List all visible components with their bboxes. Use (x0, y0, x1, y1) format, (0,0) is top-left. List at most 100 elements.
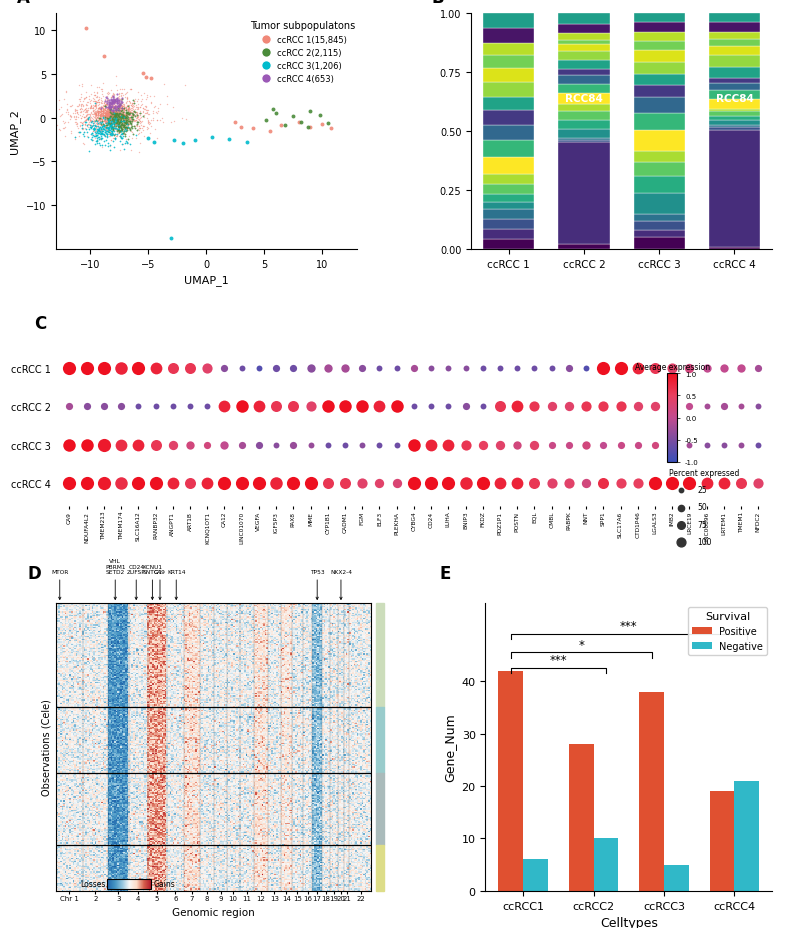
Point (104, 105, 117, 120)
Point (115, 115, 127, 130)
Point (107, 89, 119, 104)
Point (109, 100, 122, 115)
Point (101, 136, 114, 151)
Point (104, 110, 117, 125)
Point (103, 110, 115, 124)
Point (120, 103, 133, 118)
Point (80, 85, 92, 100)
Point (338, 361, 351, 376)
Point (63, 109, 76, 123)
Point (71, 105, 84, 120)
Point (80, 129, 93, 144)
Point (104, 110, 117, 124)
Point (80, 21, 92, 36)
Point (105, 108, 118, 122)
Point (111, 94, 123, 109)
Point (123, 108, 136, 122)
Point (63, 361, 76, 376)
Point (110, 110, 123, 124)
Point (100, 110, 112, 125)
Point (95, 95, 107, 110)
Point (115, 119, 128, 134)
Point (106, 95, 119, 110)
Point (98, 120, 111, 135)
Point (84, 79, 97, 94)
Point (425, 361, 438, 376)
Point (252, 476, 265, 491)
Point (100, 108, 112, 122)
Point (110, 110, 123, 124)
Point (102, 103, 115, 118)
Point (127, 106, 140, 121)
Point (114, 105, 127, 120)
Point (113, 103, 126, 118)
Bar (559, 41, 610, 45)
Text: RCC84: RCC84 (565, 94, 603, 104)
Point (103, 108, 116, 122)
Point (107, 127, 119, 142)
Point (116, 113, 129, 128)
Bar (634, 63, 685, 74)
Point (80, 122, 92, 136)
Point (260, 114, 273, 129)
Point (118, 110, 131, 124)
Point (85, 110, 98, 125)
Point (100, 110, 112, 125)
Point (123, 122, 135, 136)
Point (107, 105, 120, 120)
Point (108, 100, 121, 115)
Point (111, 127, 123, 142)
Point (109, 105, 122, 120)
Point (103, 115, 115, 130)
Point (117, 127, 130, 142)
Point (102, 112, 115, 127)
Point (145, 114, 158, 129)
Point (102, 122, 115, 137)
Point (105, 107, 118, 122)
Point (115, 104, 127, 119)
Point (115, 104, 127, 119)
Point (119, 121, 132, 135)
Point (98, 125, 111, 140)
Point (325, 122, 338, 136)
Point (120, 121, 133, 135)
Point (107, 106, 120, 121)
Point (88, 119, 101, 134)
Point (85, 126, 98, 141)
Point (103, 105, 116, 120)
Point (120, 122, 133, 137)
Point (93, 105, 106, 120)
Point (103, 109, 116, 123)
Point (104, 110, 117, 125)
Point (125, 83, 138, 97)
Point (96, 100, 109, 115)
Point (99, 103, 111, 118)
Point (100, 106, 113, 121)
Y-axis label: UMAP_2: UMAP_2 (10, 110, 20, 154)
Point (103, 110, 115, 125)
Point (138, 129, 150, 144)
Point (60, 97, 73, 112)
Point (102, 105, 115, 120)
Point (102, 106, 115, 121)
Point (111, 110, 124, 124)
Point (107, 118, 120, 133)
Point (105, 104, 118, 119)
Point (80, 106, 92, 121)
Point (102, 122, 115, 137)
Point (184, 400, 197, 415)
Point (103, 108, 115, 122)
Point (615, 476, 627, 491)
Point (64, 110, 76, 124)
Point (109, 110, 122, 124)
Point (104, 109, 117, 123)
Point (103, 138, 116, 153)
Point (86, 114, 99, 129)
Point (122, 103, 135, 118)
Point (104, 112, 117, 127)
Point (123, 98, 135, 113)
Point (107, 106, 119, 121)
Point (119, 102, 132, 117)
Bar (634, 98, 685, 114)
Point (80, 113, 92, 128)
